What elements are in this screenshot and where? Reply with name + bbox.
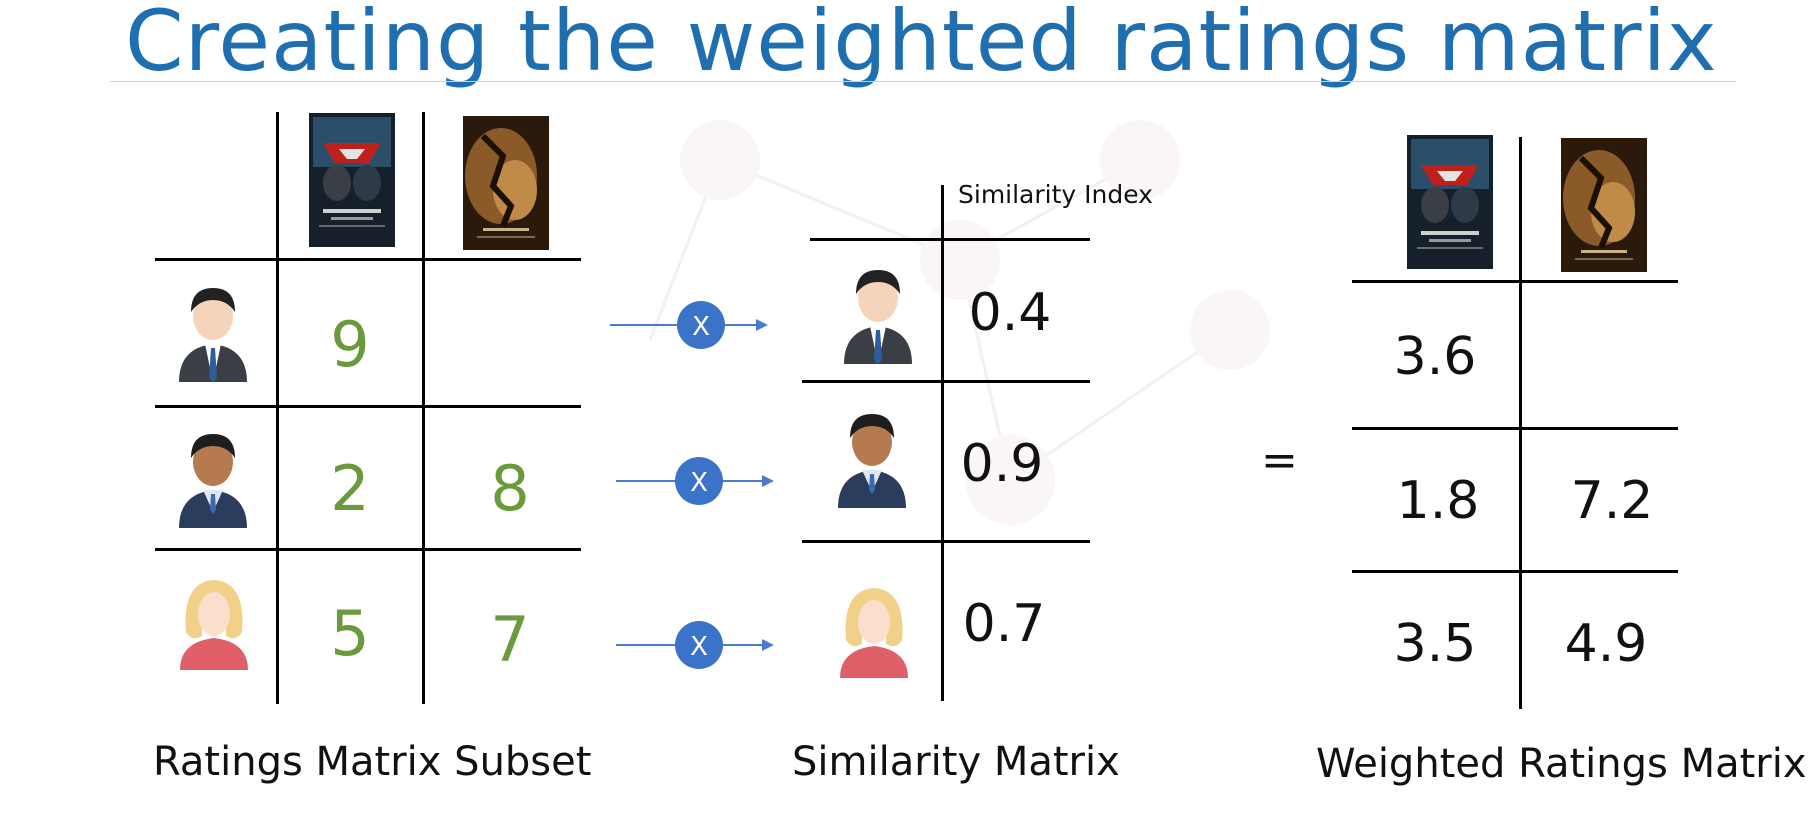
multiply-x-icon: X bbox=[690, 632, 708, 662]
rating-cell: 7 bbox=[490, 603, 530, 676]
grid-line bbox=[941, 185, 944, 701]
multiply-arrow: X bbox=[610, 301, 768, 349]
grid-line bbox=[810, 238, 1090, 241]
ratings-matrix-caption: Ratings Matrix Subset bbox=[153, 739, 592, 785]
grid-line bbox=[155, 548, 581, 551]
batman-begins-poster-icon bbox=[463, 116, 549, 250]
weighted-rating-cell: 4.9 bbox=[1564, 614, 1648, 674]
weighted-rating-cell: 1.8 bbox=[1396, 471, 1480, 531]
businessman-dark-skin-icon bbox=[179, 434, 247, 528]
woman-blonde-icon bbox=[180, 580, 248, 670]
weighted-rating-cell: 3.5 bbox=[1393, 614, 1477, 674]
batman-v-superman-poster-icon bbox=[1407, 135, 1493, 269]
multiply-x-icon: X bbox=[690, 468, 708, 498]
multiply-x-icon: X bbox=[692, 312, 710, 342]
grid-line bbox=[422, 112, 425, 704]
equals-sign: = bbox=[1261, 435, 1298, 486]
weighted-rating-cell: 3.6 bbox=[1393, 327, 1477, 387]
weighted-rating-cell: 7.2 bbox=[1570, 471, 1654, 531]
batman-v-superman-poster-icon bbox=[309, 113, 395, 247]
grid-line bbox=[155, 258, 581, 261]
slide-title: Creating the weighted ratings matrix bbox=[125, 0, 1718, 90]
grid-line bbox=[155, 405, 581, 408]
similarity-value: 0.9 bbox=[960, 434, 1044, 494]
grid-line bbox=[1352, 280, 1678, 283]
similarity-index-header: Similarity Index bbox=[958, 180, 1153, 209]
rating-cell: 2 bbox=[330, 452, 370, 525]
batman-begins-poster-icon bbox=[1561, 138, 1647, 272]
rating-cell: 8 bbox=[490, 452, 530, 525]
similarity-value: 0.7 bbox=[962, 594, 1046, 654]
rating-cell: 5 bbox=[330, 597, 370, 670]
similarity-value: 0.4 bbox=[968, 283, 1052, 343]
businessman-dark-skin-icon bbox=[838, 414, 906, 508]
businessman-light-skin-icon bbox=[844, 270, 912, 364]
grid-line bbox=[1519, 137, 1522, 709]
multiply-arrow: X bbox=[616, 457, 774, 505]
multiply-arrow: X bbox=[616, 621, 774, 669]
weighted-matrix-caption: Weighted Ratings Matrix bbox=[1316, 741, 1807, 787]
rating-cell: 9 bbox=[330, 308, 370, 381]
similarity-matrix-caption: Similarity Matrix bbox=[792, 739, 1120, 785]
woman-blonde-icon bbox=[840, 588, 908, 678]
businessman-light-skin-icon bbox=[179, 288, 247, 382]
grid-line bbox=[1352, 570, 1678, 573]
grid-line bbox=[276, 112, 279, 704]
grid-line bbox=[802, 540, 1090, 543]
grid-line bbox=[1352, 427, 1678, 430]
grid-line bbox=[802, 380, 1090, 383]
title-divider bbox=[110, 81, 1736, 82]
